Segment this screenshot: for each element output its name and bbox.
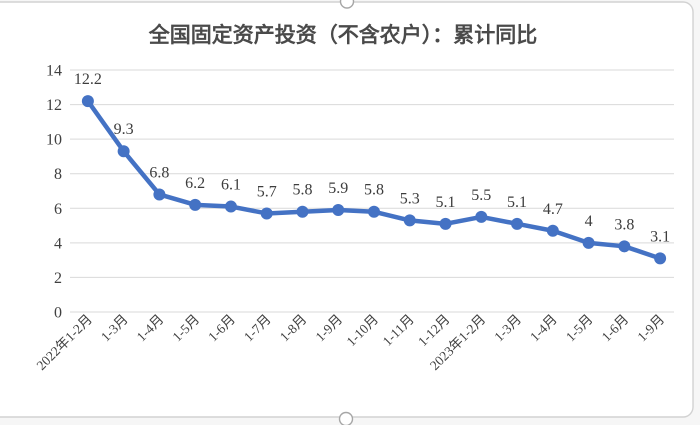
data-point-marker <box>546 224 559 237</box>
data-label: 4 <box>585 213 593 230</box>
data-label: 5.5 <box>471 187 491 204</box>
data-point-marker <box>117 145 130 158</box>
chart-title[interactable]: 全国固定资产投资（不含农户）：累计同比 <box>148 23 538 47</box>
data-point-marker <box>296 205 309 218</box>
data-label: 5.1 <box>436 194 456 211</box>
data-point-marker <box>618 240 631 253</box>
data-label: 5.7 <box>257 183 277 200</box>
y-axis-tick-label: 12 <box>46 97 62 114</box>
data-label: 5.8 <box>364 182 384 199</box>
y-axis-tick-label: 10 <box>46 132 62 149</box>
selection-handle-top[interactable] <box>339 0 355 9</box>
data-point-marker <box>368 205 380 218</box>
data-label: 6.1 <box>221 177 241 194</box>
data-label: 6.8 <box>149 164 169 181</box>
y-axis-tick-label: 0 <box>54 305 62 322</box>
data-label: 9.3 <box>114 121 134 138</box>
data-label: 3.1 <box>650 228 670 245</box>
data-point-marker <box>332 204 345 217</box>
data-point-marker <box>654 252 667 265</box>
data-point-marker <box>582 236 595 249</box>
data-label: 6.2 <box>185 175 205 192</box>
data-label: 12.2 <box>74 71 102 88</box>
data-label: 3.8 <box>614 216 634 233</box>
data-point-marker <box>439 217 452 230</box>
data-point-marker <box>81 95 94 108</box>
data-label: 5.1 <box>507 194 527 211</box>
data-point-marker <box>189 198 202 211</box>
data-point-marker <box>511 217 524 230</box>
y-axis-tick-label: 4 <box>54 235 62 252</box>
y-axis-tick-labels: 0 2 4 6 8 10 12 14 <box>46 63 62 322</box>
data-labels: 12.2 9.3 6.8 6.2 6.1 5.7 5.8 5.9 5.8 5.3 5.1 5.5 5.1… <box>74 71 670 245</box>
data-point-marker <box>403 214 416 227</box>
selection-handle-bottom[interactable] <box>338 411 354 425</box>
data-point-marker <box>224 200 237 213</box>
y-axis-tick-label: 8 <box>54 166 62 183</box>
data-label: 4.7 <box>543 201 563 218</box>
y-axis-tick-label: 2 <box>54 270 62 287</box>
data-point-marker <box>260 207 273 220</box>
line-series <box>81 95 667 265</box>
y-axis-tick-label: 6 <box>54 201 62 218</box>
data-label: 5.8 <box>292 182 312 199</box>
y-axis-tick-label: 14 <box>46 63 62 80</box>
data-label: 5.9 <box>328 180 348 197</box>
data-point-marker <box>153 188 166 201</box>
data-point-marker <box>475 210 488 223</box>
data-label: 5.3 <box>400 190 420 207</box>
